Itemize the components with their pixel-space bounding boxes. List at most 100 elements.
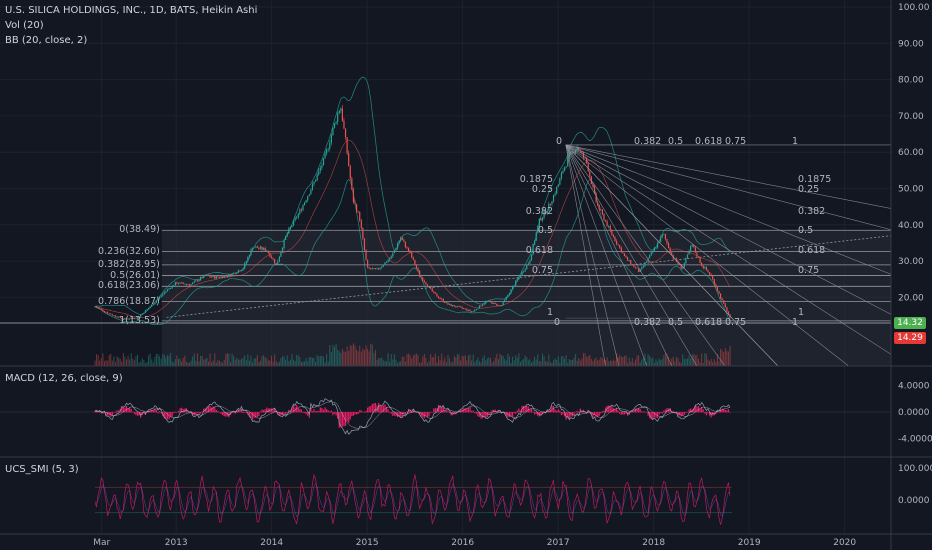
volume-bar bbox=[155, 353, 157, 366]
macd-hist-bar bbox=[420, 412, 422, 417]
macd-hist-bar bbox=[518, 408, 520, 413]
volume-bar bbox=[198, 361, 200, 366]
candle-body bbox=[529, 260, 531, 264]
volume-bar bbox=[661, 359, 663, 366]
volume-bar bbox=[716, 354, 718, 366]
candle-body bbox=[95, 306, 98, 308]
candle-body bbox=[420, 276, 422, 278]
candle-body bbox=[543, 211, 545, 218]
candle-body bbox=[103, 311, 106, 312]
volume-bar bbox=[570, 359, 572, 366]
macd-hist-bar bbox=[608, 405, 610, 413]
volume-bar bbox=[343, 351, 345, 366]
candle-body bbox=[598, 205, 600, 210]
macd-hist-bar bbox=[426, 412, 429, 418]
volume-bar bbox=[165, 357, 167, 366]
macd-hist-bar bbox=[560, 412, 563, 416]
candle-body bbox=[604, 220, 607, 222]
volume-bar bbox=[554, 358, 556, 366]
macd-hist-bar bbox=[188, 411, 191, 413]
volume-bar bbox=[367, 348, 369, 366]
volume-bar bbox=[668, 356, 670, 366]
macd-hist-bar bbox=[493, 409, 495, 413]
candle-body bbox=[237, 270, 239, 273]
candle-body bbox=[201, 277, 203, 278]
candle-body bbox=[360, 220, 362, 229]
volume-bar bbox=[518, 353, 520, 366]
candle-body bbox=[436, 293, 438, 297]
volume-bar bbox=[242, 357, 244, 366]
macd-hist-bar bbox=[485, 412, 487, 418]
volume-bar bbox=[623, 356, 625, 366]
candle-body bbox=[537, 225, 539, 233]
macd-hist-bar bbox=[182, 408, 184, 413]
macd-hist-bar bbox=[371, 403, 373, 413]
volume-bar bbox=[438, 356, 440, 366]
volume-bar bbox=[419, 362, 421, 366]
macd-hist-bar bbox=[239, 410, 241, 413]
candle-body bbox=[146, 309, 148, 311]
candle-body bbox=[430, 286, 432, 289]
volume-bar bbox=[228, 353, 230, 366]
candle-body bbox=[548, 203, 550, 211]
macd-hist-bar bbox=[612, 408, 615, 413]
volume-bar bbox=[200, 355, 202, 366]
volume-bar bbox=[526, 357, 528, 366]
macd-hist-bar bbox=[611, 406, 613, 413]
fib-level-label: 0.618(23.06) bbox=[98, 280, 160, 292]
candle-body bbox=[433, 291, 435, 293]
volume-bar bbox=[382, 360, 384, 366]
fib-level-label: 0.236(32.60) bbox=[98, 245, 160, 257]
candle-body bbox=[143, 312, 145, 314]
macd-hist-bar bbox=[199, 412, 202, 414]
volume-bar bbox=[698, 358, 700, 366]
volume-bar bbox=[504, 358, 506, 366]
macd-hist-bar bbox=[546, 410, 548, 413]
candle-body bbox=[593, 186, 596, 193]
candle-body bbox=[326, 149, 328, 154]
volume-bar bbox=[617, 356, 619, 366]
macd-hist-bar bbox=[658, 412, 660, 415]
volume-bar bbox=[234, 359, 236, 366]
volume-bar bbox=[103, 361, 105, 366]
x-tick-label: 2016 bbox=[451, 538, 474, 548]
candle-body bbox=[384, 262, 386, 266]
fan-top-label: 0.75 bbox=[725, 136, 747, 147]
volume-bar bbox=[464, 355, 466, 366]
macd-hist-bar bbox=[354, 412, 356, 415]
volume-bar bbox=[482, 357, 484, 366]
volume-bar bbox=[102, 353, 104, 366]
fib-retracement[interactable] bbox=[0, 229, 891, 366]
candle-body bbox=[165, 291, 167, 293]
candle-body bbox=[174, 282, 176, 286]
volume-bar bbox=[540, 361, 542, 366]
candle-body bbox=[308, 194, 310, 197]
fan-line-v bbox=[565, 144, 698, 366]
volume-bar bbox=[178, 359, 180, 366]
candle-body bbox=[236, 272, 238, 274]
candle-body bbox=[182, 282, 184, 284]
candle-body bbox=[346, 137, 348, 154]
volume-bar bbox=[534, 356, 536, 366]
candle-body bbox=[690, 246, 692, 252]
candle-body bbox=[459, 306, 462, 308]
volume-bar bbox=[247, 354, 249, 366]
candle-body bbox=[363, 238, 366, 251]
volume-bar bbox=[436, 362, 438, 366]
volume-bar bbox=[634, 359, 636, 366]
volume-bar bbox=[289, 359, 291, 366]
macd-hist-bar bbox=[378, 402, 380, 413]
macd-hist-bar bbox=[204, 408, 206, 413]
candle-body bbox=[719, 293, 722, 299]
candle-body bbox=[409, 251, 411, 253]
x-tick-label: Mar bbox=[93, 538, 110, 548]
macd-hist-bar bbox=[360, 410, 362, 413]
smi-tick-label: 100.0000 bbox=[898, 464, 932, 474]
bb-lower bbox=[94, 178, 731, 326]
fib-fan[interactable] bbox=[565, 144, 932, 527]
macd-hist-bar bbox=[556, 410, 558, 413]
candle-body bbox=[351, 178, 353, 190]
macd-hist-bar bbox=[256, 412, 258, 417]
candle-body bbox=[122, 318, 124, 320]
